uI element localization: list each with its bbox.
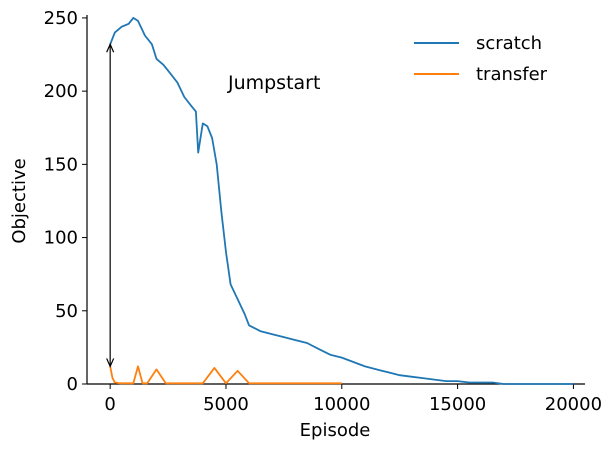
annotation-layer: Jumpstart	[106, 42, 320, 368]
y-axis-label: Objective	[9, 158, 30, 243]
legend: scratch transfer	[414, 33, 548, 85]
x-axis-label: Episode	[300, 420, 371, 441]
x-tick-label: 5000	[203, 394, 249, 415]
legend-label-scratch: scratch	[476, 33, 542, 54]
y-tick-label: 250	[44, 8, 78, 29]
arrow-head-bottom	[106, 358, 115, 368]
x-tick-label: 0	[104, 394, 115, 415]
jumpstart-label: Jumpstart	[227, 72, 320, 94]
legend-label-transfer: transfer	[476, 64, 548, 85]
x-tick-label: 10000	[313, 394, 370, 415]
y-tick-label: 150	[44, 154, 78, 175]
series-line-transfer	[109, 365, 342, 385]
axes: 0 5000 10000 15000 20000 0 50 100 150 200 250	[44, 8, 602, 415]
arrow-head-top	[106, 42, 115, 53]
x-tick-label: 20000	[545, 394, 602, 415]
y-ticks: 0 50 100 150 200 250	[44, 8, 87, 395]
y-tick-label: 200	[44, 81, 78, 102]
x-tick-label: 15000	[429, 394, 486, 415]
y-tick-label: 0	[67, 374, 78, 395]
series-layer	[109, 16, 574, 385]
y-tick-label: 50	[55, 301, 78, 322]
series-line-scratch	[109, 16, 574, 385]
y-tick-label: 100	[44, 228, 78, 249]
x-ticks: 0 5000 10000 15000 20000	[104, 384, 602, 415]
